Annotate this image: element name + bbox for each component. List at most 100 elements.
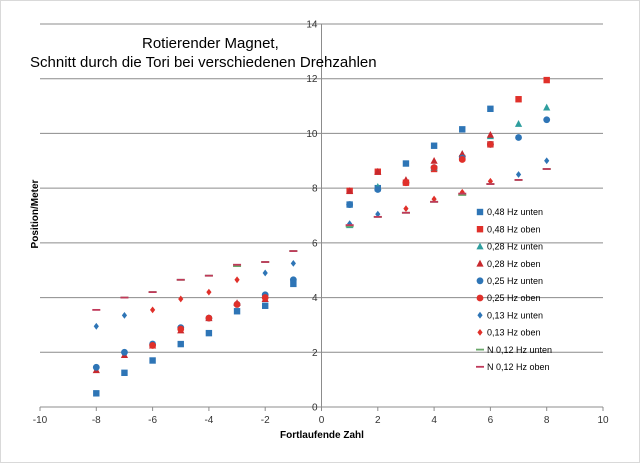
- legend: 0,48 Hz unten 0,48 Hz oben 0,28 Hz unten 0,…: [476, 207, 552, 372]
- y-axis-label: Position/Meter: [30, 179, 41, 248]
- x-tick-label: -8: [92, 415, 101, 426]
- data-point: [515, 171, 522, 178]
- legend-marker: [476, 294, 484, 302]
- chart-title-line-2: Schnitt durch die Tori bei verschiedenen…: [30, 54, 377, 71]
- legend-entry: 0,13 Hz unten: [487, 310, 543, 320]
- x-tick-label: -6: [148, 415, 157, 426]
- data-point: [403, 205, 409, 213]
- x-tick-label: -4: [204, 415, 213, 426]
- y-tick-label: 0: [312, 403, 318, 414]
- data-point: [290, 259, 296, 267]
- y-tick-label: 14: [306, 20, 318, 31]
- legend-entry: N 0,12 Hz unten: [487, 345, 552, 355]
- legend-marker: [476, 242, 484, 250]
- data-point: [430, 156, 438, 164]
- data-point: [542, 168, 551, 170]
- data-point: [204, 274, 213, 277]
- legend-entry: 0,48 Hz oben: [487, 224, 541, 234]
- data-point: [374, 186, 382, 193]
- data-point: [234, 276, 240, 284]
- data-point: [374, 167, 382, 175]
- y-tick-label: 4: [312, 293, 318, 304]
- legend-marker: [476, 208, 484, 216]
- x-axis-label: Fortlaufende Zahl: [280, 430, 364, 441]
- data-point: [544, 157, 550, 165]
- chart-title-line-1: Rotierender Magnet,: [142, 35, 279, 52]
- data-point: [431, 195, 437, 203]
- legend-marker: [476, 277, 484, 285]
- data-point: [262, 269, 268, 277]
- data-point: [543, 76, 550, 84]
- data-point: [459, 126, 466, 133]
- data-point: [402, 179, 410, 187]
- data-point: [177, 340, 184, 348]
- data-point: [233, 301, 241, 308]
- data-point: [121, 348, 128, 356]
- legend-marker: [477, 311, 483, 319]
- legend-marker: [476, 226, 484, 233]
- data-point: [402, 160, 410, 167]
- legend-entry: 0,25 Hz unten: [487, 276, 543, 286]
- data-point: [176, 278, 185, 281]
- legend-marker: [477, 329, 483, 336]
- data-point: [401, 211, 410, 214]
- x-tick-label: 10: [597, 415, 609, 426]
- y-tick-label: 8: [312, 184, 318, 195]
- tick-labels: 0 2 4 6 8 10 12 14 -10 -8 -6 -4 -2 0 2 4 6 8 10: [33, 20, 609, 427]
- data-point: [486, 183, 495, 185]
- data-point: [345, 224, 354, 226]
- data-point: [262, 302, 269, 309]
- data-point: [149, 342, 157, 349]
- x-tick-label: 4: [431, 415, 437, 426]
- data-point: [92, 363, 100, 371]
- data-point: [289, 250, 298, 252]
- legend-marker: [476, 348, 484, 351]
- data-point: [347, 220, 353, 228]
- y-tick-label: 2: [312, 348, 318, 359]
- legend-entry: 0,28 Hz unten: [487, 242, 543, 252]
- data-point: [93, 390, 100, 397]
- y-tick-label: 6: [312, 238, 318, 249]
- data-point: [430, 200, 439, 203]
- data-point: [543, 116, 551, 124]
- y-tick-label: 12: [306, 74, 318, 85]
- x-tick-label: 2: [375, 415, 381, 426]
- data-point: [261, 261, 270, 263]
- data-point: [458, 156, 466, 163]
- data-point: [178, 295, 184, 303]
- legend-marker: [476, 365, 484, 368]
- data-point: [177, 325, 185, 333]
- data-point: [289, 276, 297, 284]
- x-tick-label: -10: [33, 415, 48, 426]
- data-point: [486, 130, 494, 138]
- legend-entry: N 0,12 Hz oben: [487, 362, 550, 372]
- data-point: [233, 308, 241, 315]
- data-point: [373, 215, 382, 218]
- x-tick-label: -2: [261, 415, 270, 426]
- data-point: [514, 179, 523, 181]
- data-point: [261, 294, 269, 301]
- legend-entry: 0,48 Hz unten: [487, 207, 543, 217]
- axes: [39, 24, 604, 411]
- x-tick-label: 0: [319, 415, 325, 426]
- data-point: [149, 357, 156, 364]
- data-point: [148, 291, 157, 293]
- series-6: [93, 157, 550, 330]
- legend-entry: 0,25 Hz oben: [487, 293, 541, 303]
- data-point: [487, 177, 493, 185]
- legend-marker: [476, 259, 484, 267]
- data-point: [233, 265, 242, 268]
- data-point: [150, 306, 156, 314]
- x-tick-label: 8: [544, 415, 550, 426]
- data-point: [515, 96, 522, 103]
- data-point: [205, 314, 213, 322]
- data-point: [346, 201, 354, 208]
- data-point: [487, 140, 494, 148]
- data-point: [120, 296, 129, 299]
- data-points: [92, 76, 551, 397]
- data-point: [346, 187, 354, 194]
- data-point: [430, 164, 438, 172]
- data-point: [430, 142, 438, 149]
